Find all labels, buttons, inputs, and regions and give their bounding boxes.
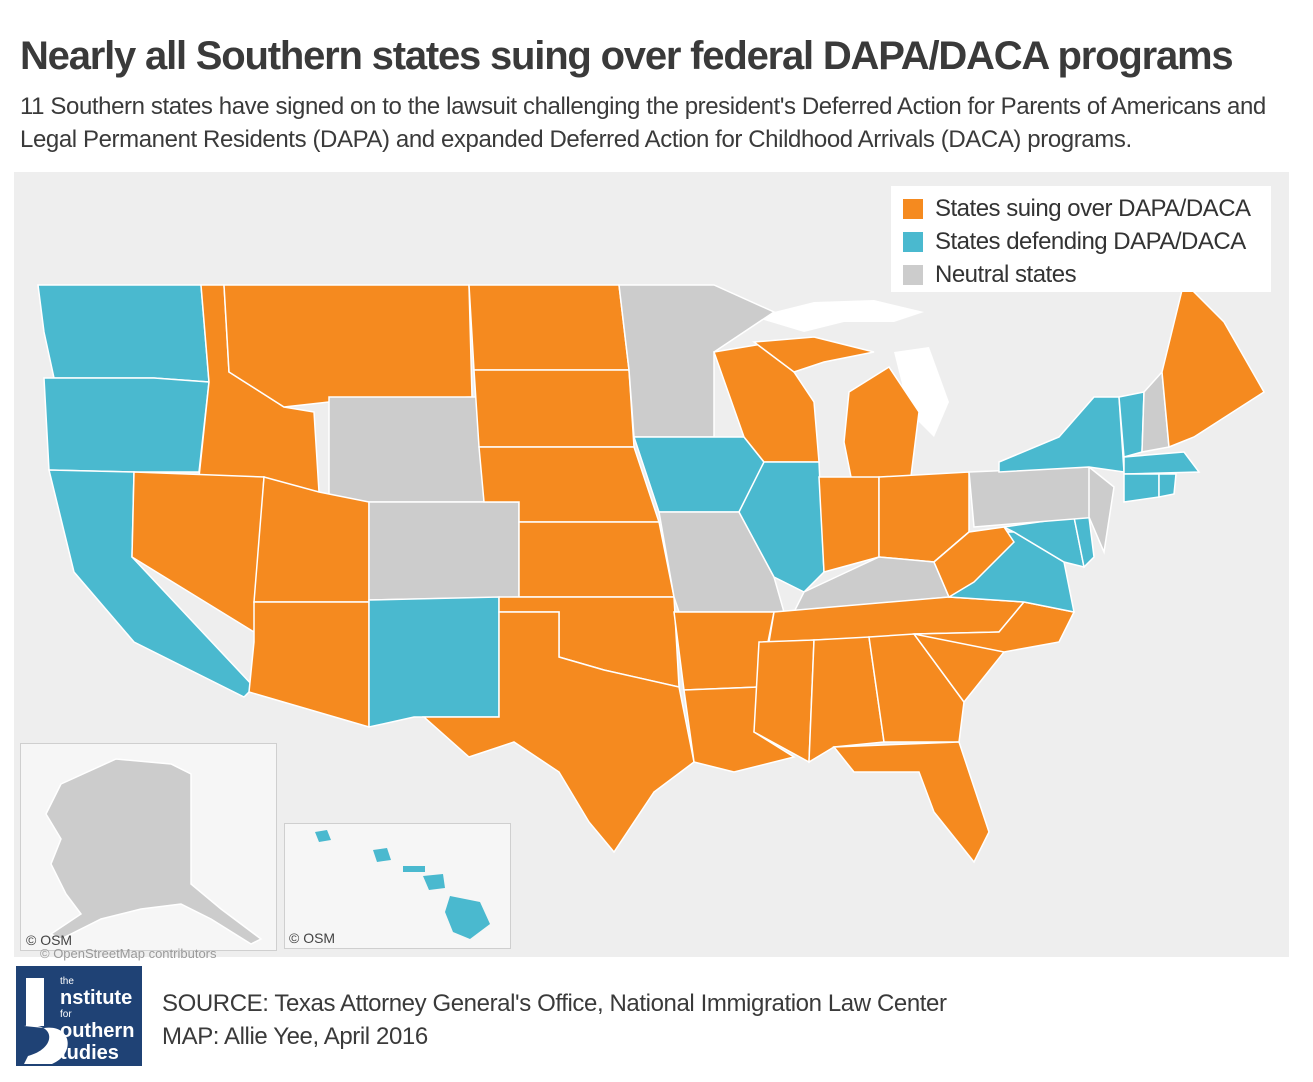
chart-title: Nearly all Southern states suing over fe… [20,34,1234,78]
state-FL [832,741,990,864]
state-HI-oahu [373,848,391,862]
legend-item-neutral: Neutral states [903,258,1259,291]
hawaii-map [315,830,490,939]
legend-swatch-defending [903,231,923,252]
logo-word-institute: nstitute [60,987,133,1009]
lake-superior [754,300,924,332]
state-TX [422,611,695,854]
state-VT [1118,391,1145,458]
us-map-svg [37,280,1266,864]
state-ME [1161,280,1266,449]
source-text: SOURCE: Texas Attorney General's Office,… [162,990,947,1017]
map-credit: MAP: Allie Yee, April 2016 [162,1023,428,1050]
logo-word-the: the [60,976,74,987]
legend-label-neutral: Neutral states [935,260,1077,288]
logo-word-studies: tudies [60,1042,119,1064]
state-NJ [1088,465,1115,555]
state-WA [37,284,210,383]
logo-word-for: for [60,1009,72,1020]
legend-label-suing: States suing over DAPA/DACA [935,194,1251,222]
state-MA [1123,451,1201,475]
state-AK [45,758,263,945]
state-GA [868,633,965,743]
state-MT [223,284,473,408]
state-HI-big-island [445,896,490,939]
state-MN [618,284,776,438]
osm-contributors-credit: © OpenStreetMap contributors [40,946,217,961]
hawaii-credit: © OSM [289,930,336,946]
state-CT [1123,473,1160,503]
chart-subtitle: 11 Southern states have signed on to the… [20,93,1266,153]
state-AZ [248,601,370,728]
hawaii-inset [284,823,511,949]
legend: States suing over DAPA/DACA States defen… [891,186,1271,292]
state-NY [998,396,1125,473]
logo-word-southern: outhern [60,1020,135,1042]
state-OR [43,377,210,473]
logo-mark-icon [24,978,68,1064]
state-WV [933,526,1015,599]
legend-swatch-neutral [903,264,923,285]
state-WY [328,396,485,503]
alaska-map [45,758,263,945]
state-ND [468,284,630,371]
legend-item-suing: States suing over DAPA/DACA [903,192,1259,225]
state-KS [518,521,675,598]
institute-logo: the nstitute for outhern tudies [16,966,142,1066]
legend-label-defending: States defending DAPA/DACA [935,227,1246,255]
state-RI [1158,473,1177,498]
state-MI-upper [751,336,875,373]
state-NM [368,596,500,728]
state-HI-kauai [315,830,331,842]
lake-huron [894,347,949,437]
logo-text: the nstitute for outhern tudies [60,976,134,1064]
state-IN [818,476,880,573]
legend-swatch-suing [903,198,923,219]
state-HI-molokai [403,866,425,872]
state-CO [368,501,520,601]
legend-item-defending: States defending DAPA/DACA [903,225,1259,258]
state-SD [473,369,635,448]
state-PA [968,466,1100,528]
alaska-inset [20,743,277,951]
state-HI-maui [423,874,445,890]
alaska-credit: © OSM [26,932,73,948]
source-block: SOURCE: Texas Attorney General's Office,… [162,987,947,1053]
state-AL [808,636,885,764]
